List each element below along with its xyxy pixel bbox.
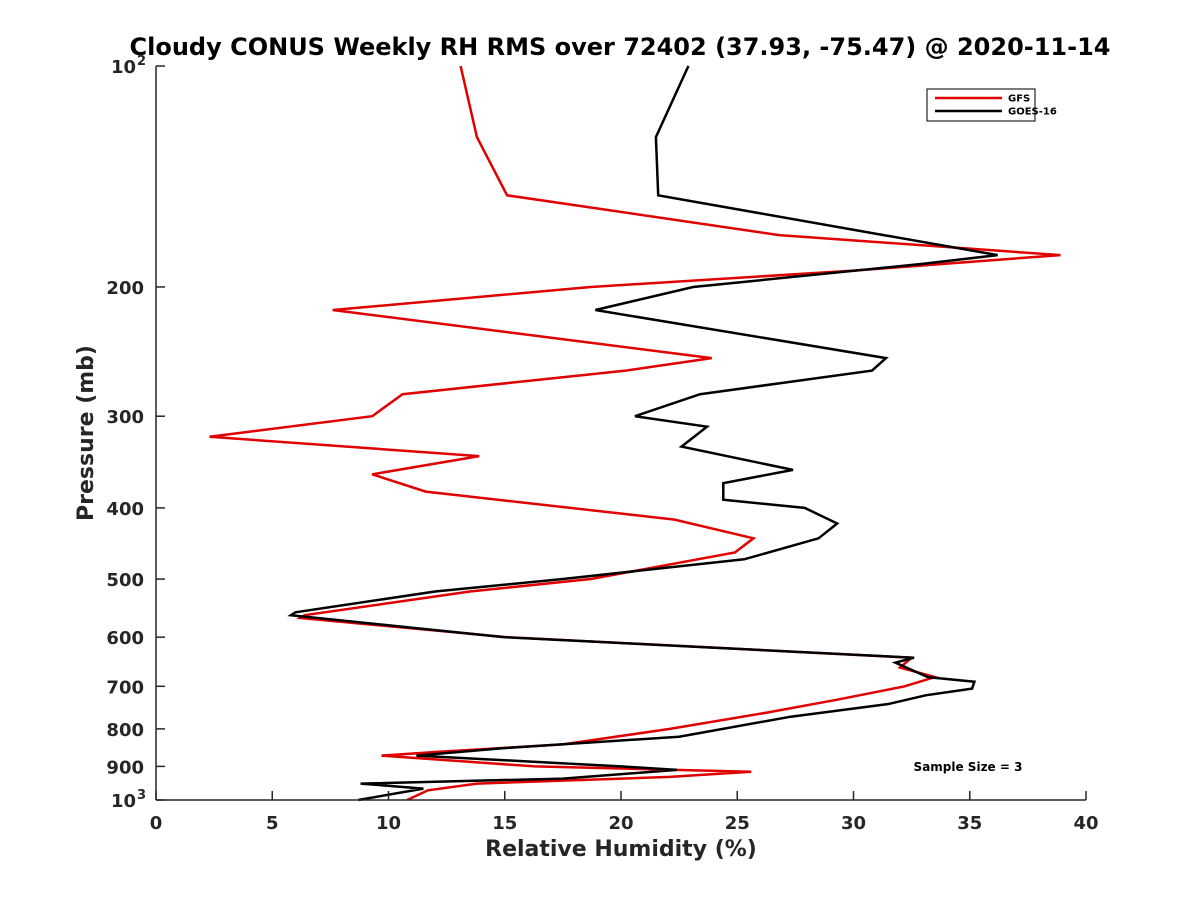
y-tick-label: 300 <box>106 407 144 428</box>
y-tick-label: 400 <box>106 499 144 520</box>
axes <box>155 66 1086 801</box>
y-tick-label: 200 <box>106 278 144 299</box>
x-tick-label: 0 <box>150 813 163 834</box>
x-tick-label: 25 <box>725 813 750 834</box>
x-tick-label: 20 <box>608 813 633 834</box>
x-axis-label: Relative Humidity (%) <box>485 837 757 862</box>
y-tick-label: 10 <box>111 57 136 78</box>
y-tick-label: 900 <box>106 757 144 778</box>
y-tick-exponent: 3 <box>137 788 146 803</box>
y-tick-label: 500 <box>106 570 144 591</box>
series-line-gfs <box>209 65 1061 802</box>
x-tick-label: 5 <box>266 813 279 834</box>
y-tick-label: 600 <box>106 628 144 649</box>
legend-entry-label: GFS <box>1008 94 1030 105</box>
x-tick-label: 40 <box>1073 813 1098 834</box>
x-tick-label: 30 <box>841 813 866 834</box>
sample-size-annotation: Sample Size = 3 <box>914 760 1023 774</box>
y-tick-label: 10 <box>111 791 136 812</box>
y-axis-label: Pressure (mb) <box>74 345 99 521</box>
y-tick-label: 800 <box>106 720 144 741</box>
series-line-goes-16 <box>287 65 998 802</box>
x-tick-label: 15 <box>492 813 517 834</box>
legend: GFS GOES-16 <box>926 88 1057 122</box>
x-ticks: 0 5 10 15 20 25 30 35 40 <box>150 791 1099 834</box>
y-tick-exponent: 2 <box>137 54 146 69</box>
plot-area <box>209 65 1061 802</box>
chart-title: Cloudy CONUS Weekly RH RMS over 72402 (3… <box>130 33 1111 61</box>
legend-entry-label: GOES-16 <box>1008 107 1057 118</box>
legend-box <box>926 88 1036 122</box>
x-tick-label: 10 <box>376 813 401 834</box>
y-tick-label: 700 <box>106 677 144 698</box>
x-tick-label: 35 <box>957 813 982 834</box>
